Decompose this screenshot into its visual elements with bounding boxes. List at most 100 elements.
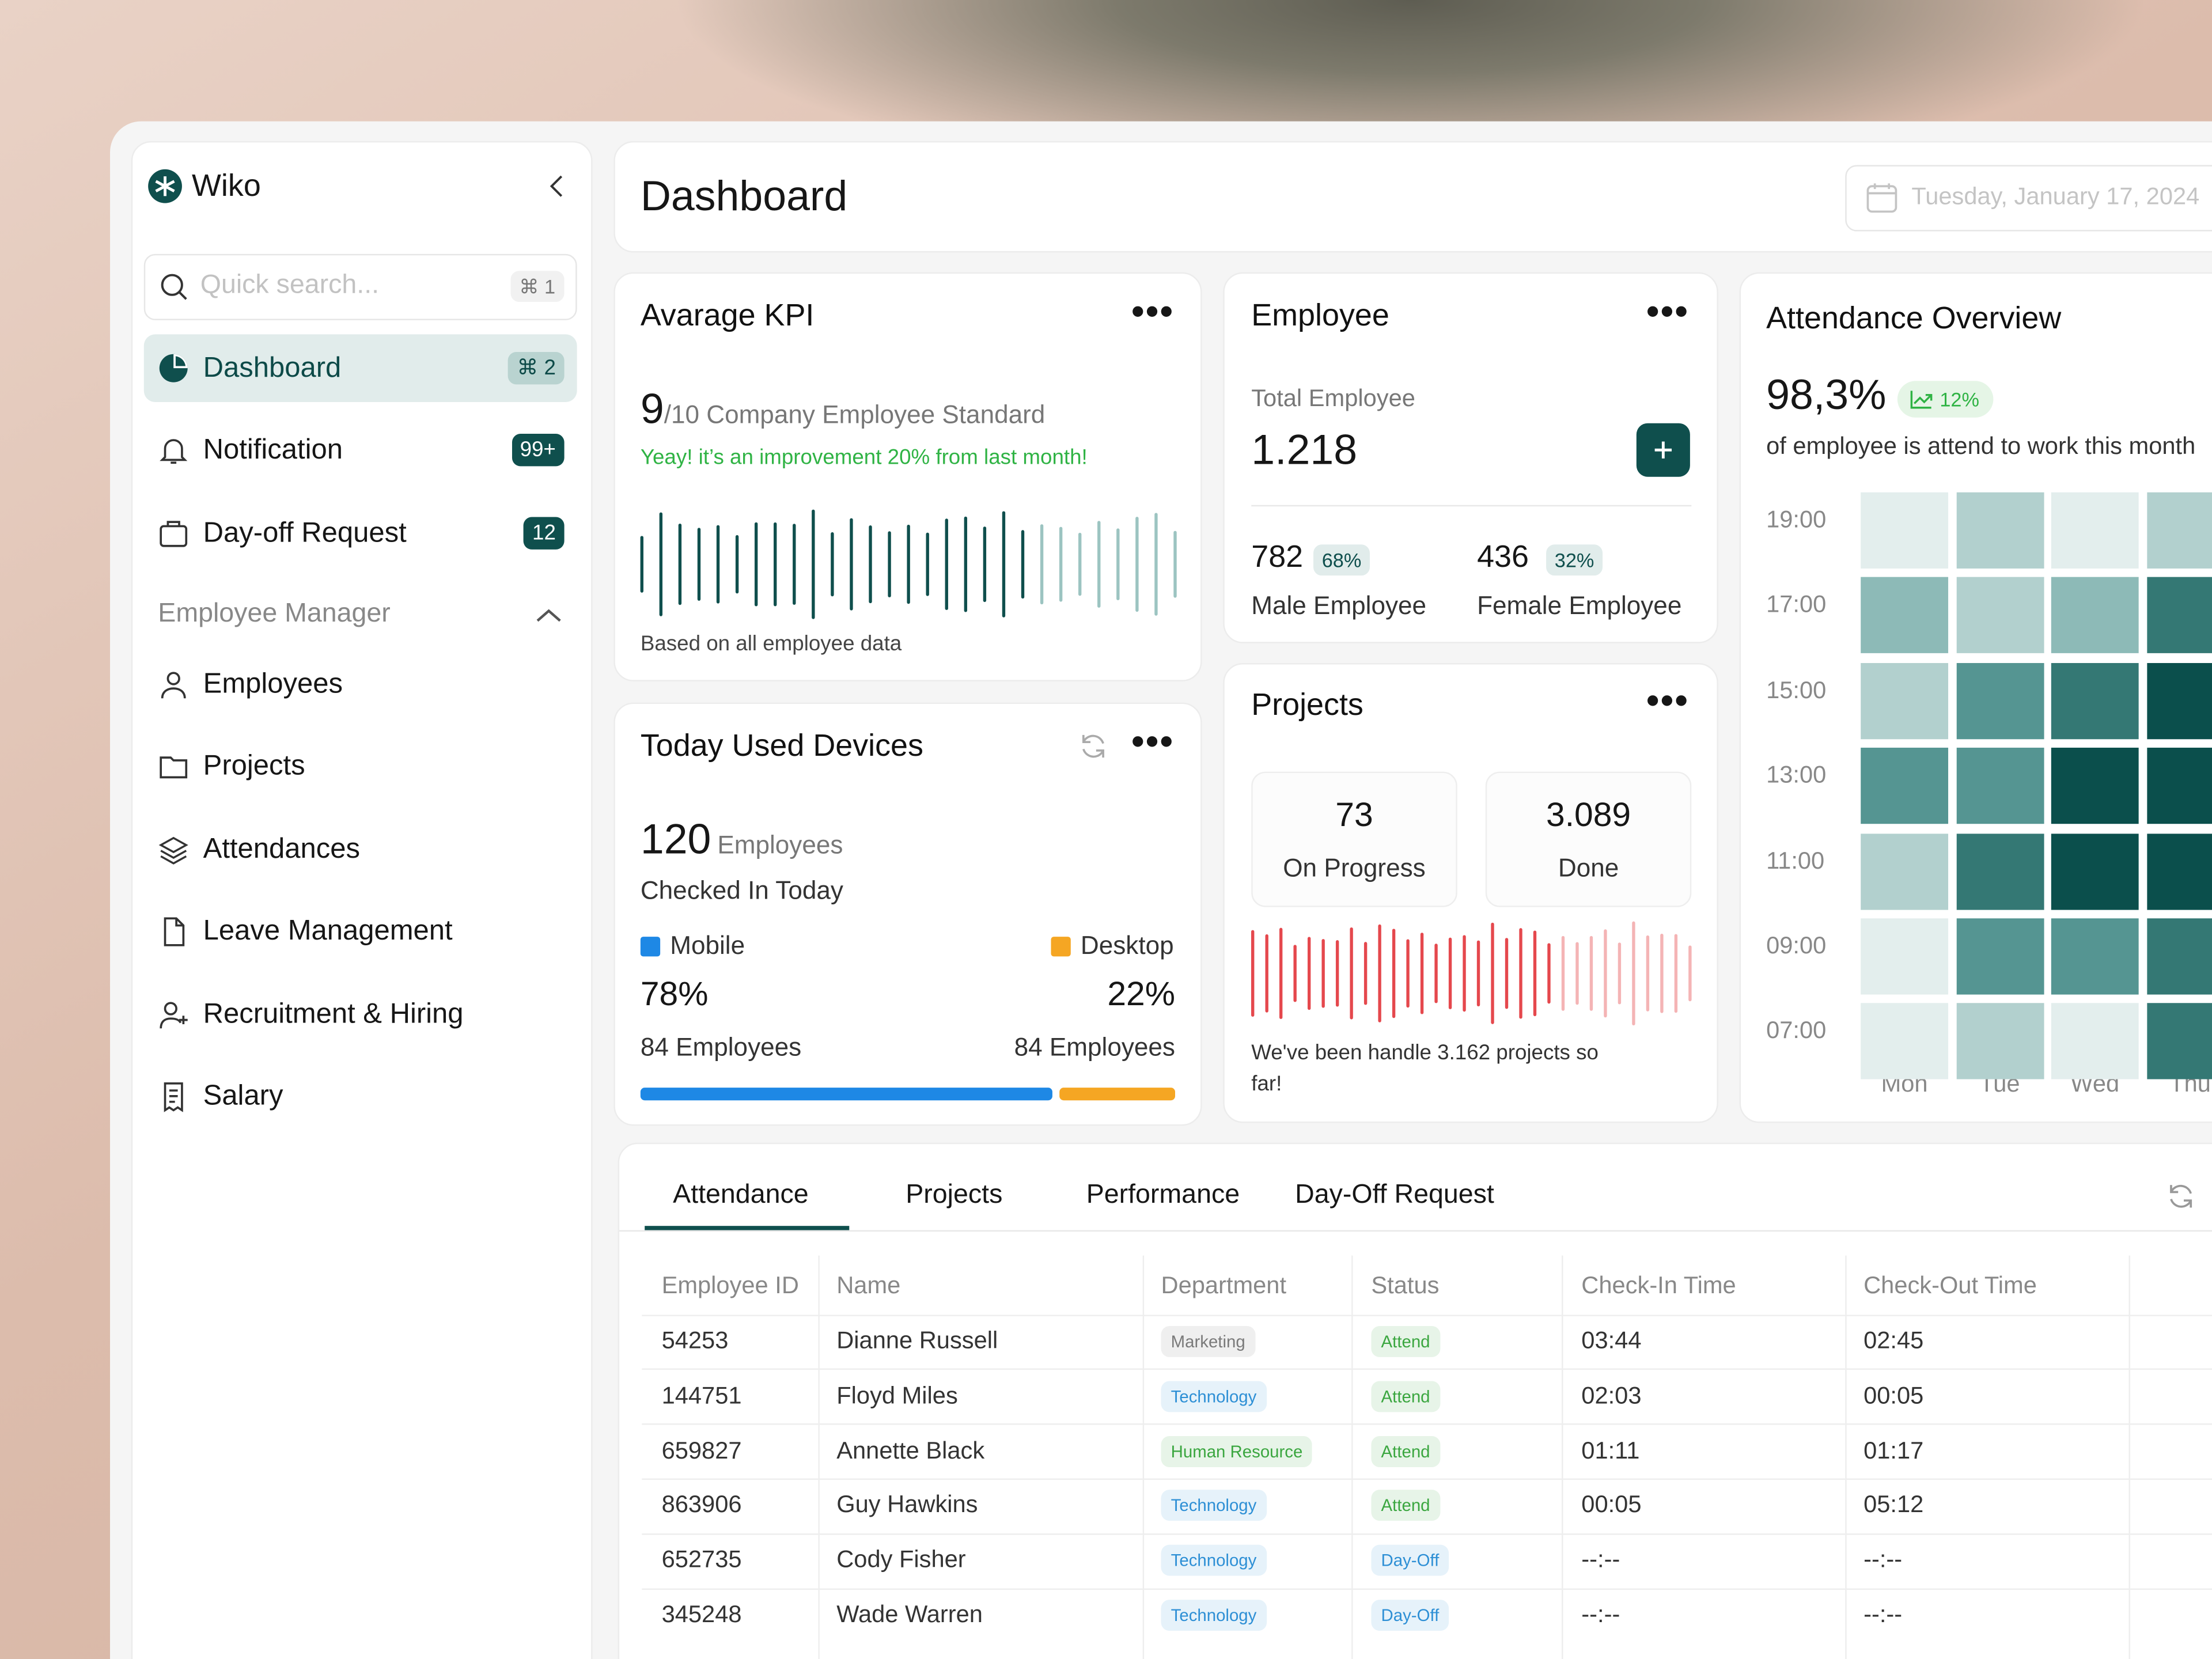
female-percent: 32%	[1546, 544, 1603, 576]
status-badge: Attend	[1371, 1435, 1440, 1467]
department-badge: Technology	[1161, 1545, 1267, 1576]
cell: --:--	[1863, 1546, 1903, 1573]
search-box[interactable]	[143, 253, 577, 320]
heat-cell	[1861, 492, 1949, 569]
kpi-score-suffix: /10 Company Employee Standard	[664, 400, 1046, 429]
cell: Dianne Russell	[836, 1327, 998, 1354]
heat-cell	[1956, 1003, 2044, 1080]
nav-badge: 99+	[511, 434, 565, 467]
column-separator	[818, 1255, 820, 1659]
nav-section[interactable]: Employee Manager	[158, 599, 391, 629]
mobile-bar	[640, 1088, 1052, 1101]
nav-label[interactable]: Leave Management	[203, 915, 453, 947]
collapse-button[interactable]	[547, 175, 567, 198]
nav-label[interactable]: Salary	[203, 1080, 283, 1112]
trend-icon	[1910, 391, 1933, 409]
projects-wave	[1251, 921, 1692, 1026]
kpi-score-line: 9/10 Company Employee Standard	[641, 385, 1046, 436]
row-divider	[642, 1478, 2212, 1480]
column-separator	[1845, 1255, 1847, 1659]
kpi-menu[interactable]: •••	[1131, 290, 1175, 332]
status-badge: Day-Off	[1371, 1600, 1449, 1631]
heat-cell	[2146, 1003, 2212, 1080]
row-divider	[642, 1588, 2212, 1590]
attendance-rate: 98,3%	[1766, 372, 1887, 419]
nav-label[interactable]: Notification	[203, 435, 343, 466]
heat-cell	[1956, 492, 2044, 569]
heat-cell	[1861, 833, 1949, 910]
department-badge: Human Resource	[1161, 1435, 1313, 1467]
status-badge: Day-Off	[1371, 1545, 1449, 1576]
tab-indicator	[645, 1226, 850, 1230]
cell: Floyd Miles	[836, 1382, 958, 1409]
nav-item-active[interactable]	[143, 334, 577, 402]
date-picker[interactable]	[1845, 165, 2212, 232]
add-employee-button[interactable]	[1636, 423, 1690, 477]
kpi-footer: Based on all employee data	[640, 632, 902, 656]
kpi-note: Yeay! it’s an improvement 20% from last …	[640, 445, 1088, 470]
tab[interactable]: Performance	[1086, 1180, 1240, 1210]
nav-label[interactable]: Day-off Request	[203, 517, 407, 548]
desktop-employees: 84 Employees	[1014, 1033, 1176, 1062]
nav-icon	[159, 354, 188, 382]
cell: 02:03	[1581, 1382, 1642, 1409]
hour-label: 13:00	[1766, 762, 1827, 789]
devices-card	[613, 702, 1202, 1126]
heat-cell	[1956, 662, 2044, 739]
heat-cell	[2051, 918, 2139, 995]
done-label: Done	[1558, 854, 1619, 882]
tab[interactable]: Day-Off Request	[1295, 1180, 1494, 1210]
nav-label[interactable]: Recruitment & Hiring	[203, 998, 464, 1029]
cell: 863906	[661, 1491, 742, 1518]
nav-label[interactable]: Dashboard	[203, 353, 342, 384]
status-badge: Attend	[1371, 1490, 1440, 1521]
section-toggle	[536, 609, 561, 622]
nav-icon	[161, 672, 186, 699]
kpi-title: Avarage KPI	[640, 297, 815, 333]
attendance-title: Attendance Overview	[1766, 300, 2062, 336]
tab[interactable]: Projects	[906, 1180, 1003, 1210]
divider	[1251, 505, 1692, 507]
mobile-employees: 84 Employees	[640, 1033, 802, 1062]
column-separator	[1351, 1255, 1353, 1659]
male-count: 782	[1251, 539, 1304, 574]
cell: 00:05	[1863, 1382, 1924, 1409]
status-badge: Attend	[1371, 1381, 1440, 1412]
nav-label[interactable]: Employees	[203, 668, 343, 700]
stat-box	[1251, 771, 1457, 907]
table-refresh[interactable]	[2167, 1182, 2195, 1210]
cell: 54253	[661, 1327, 729, 1354]
female-count: 436	[1477, 539, 1529, 574]
heat-cell	[1861, 662, 1949, 739]
search-icon	[161, 274, 187, 300]
hour-label: 11:00	[1766, 847, 1825, 874]
projects-menu[interactable]: •••	[1646, 679, 1690, 722]
cell: 659827	[661, 1437, 742, 1464]
page-title: Dashboard	[640, 173, 848, 221]
male-label: Male Employee	[1251, 591, 1427, 620]
nav-badge: ⌘ 2	[508, 352, 565, 385]
employee-menu[interactable]: •••	[1646, 290, 1690, 332]
nav-icon	[160, 1001, 188, 1028]
cell: 03:44	[1581, 1327, 1642, 1354]
nav-label[interactable]: Projects	[203, 751, 305, 782]
column-separator	[1562, 1255, 1563, 1659]
refresh-button[interactable]	[1079, 732, 1107, 760]
heat-cell	[1956, 918, 2044, 995]
tab[interactable]: Attendance	[673, 1180, 809, 1210]
total-value: 1.218	[1251, 427, 1358, 474]
nav-icon	[160, 520, 188, 547]
date-text: Tuesday, January 17, 2024	[1911, 183, 2200, 210]
row-divider	[642, 1423, 2212, 1425]
mobile-legend: Mobile	[670, 931, 745, 960]
nav-label[interactable]: Attendances	[203, 833, 360, 865]
devices-menu[interactable]: •••	[1131, 719, 1175, 763]
row-divider	[642, 1533, 2212, 1535]
status-badge: Attend	[1371, 1326, 1440, 1357]
brand-name: Wiko	[192, 167, 261, 203]
devices-caption: Checked In Today	[640, 876, 843, 905]
heat-cell	[1861, 918, 1949, 995]
male-percent: 68%	[1313, 544, 1370, 576]
